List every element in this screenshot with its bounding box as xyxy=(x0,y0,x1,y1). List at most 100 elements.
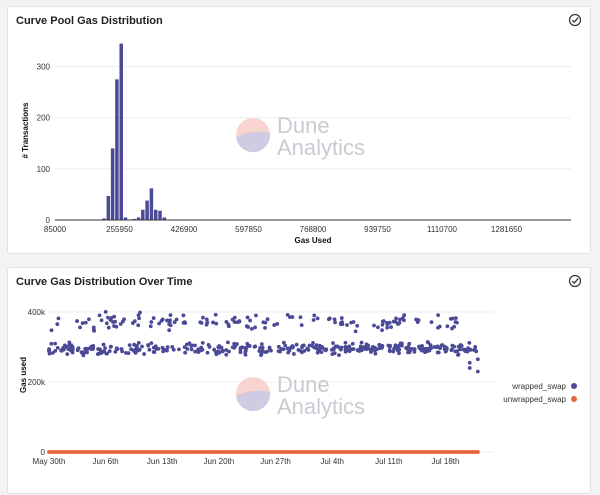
wrapped_swap-point xyxy=(407,350,412,355)
histogram-bar xyxy=(149,188,154,220)
histogram-bar xyxy=(115,79,119,220)
wrapped_swap-point xyxy=(394,346,399,351)
wrapped_swap-point xyxy=(147,347,152,352)
wrapped_swap-point xyxy=(444,346,449,351)
x-axis-label: Gas Used xyxy=(295,236,332,245)
wrapped_swap-point xyxy=(214,321,219,326)
wrapped_swap-point xyxy=(246,344,250,349)
wrapped_swap-point xyxy=(314,346,318,350)
check-circle-icon[interactable] xyxy=(568,13,582,27)
wrapped_swap-point xyxy=(397,351,401,356)
wrapped_swap-point xyxy=(393,320,398,324)
wrapped_swap-point xyxy=(436,313,441,318)
y-tick-label: 300 xyxy=(37,63,51,72)
wrapped_swap-point xyxy=(435,350,440,355)
wrapped_swap-point xyxy=(272,323,277,327)
wrapped_swap-point xyxy=(142,352,146,356)
wrapped_swap-point xyxy=(305,346,310,351)
wrapped_swap-point xyxy=(331,347,336,352)
x-tick-label: 597850 xyxy=(235,225,262,234)
wrapped_swap-point xyxy=(61,347,66,352)
wrapped_swap-point xyxy=(113,349,118,354)
wrapped_swap-point xyxy=(365,345,370,350)
wrapped_swap-point xyxy=(337,353,341,358)
wrapped_swap-point xyxy=(78,325,82,330)
wrapped_swap-point xyxy=(62,343,67,348)
wrapped_swap-point xyxy=(393,343,398,348)
legend-label: wrapped_swap xyxy=(511,382,566,391)
histogram-bar xyxy=(119,43,123,220)
wrapped_swap-point xyxy=(201,315,205,320)
wrapped_swap-point xyxy=(307,343,312,348)
wrapped_swap-point xyxy=(285,346,290,351)
wrapped_swap-point xyxy=(146,343,151,348)
wrapped_swap-point xyxy=(398,317,402,322)
check-circle-icon[interactable] xyxy=(568,274,582,288)
wrapped_swap-point xyxy=(200,340,205,345)
wrapped_swap-point xyxy=(450,326,454,331)
wrapped_swap-point xyxy=(330,352,335,357)
chart-title: Curve Gas Distribution Over Time xyxy=(16,276,193,288)
wrapped_swap-point xyxy=(127,343,132,347)
wrapped_swap-point xyxy=(417,344,421,349)
wrapped_swap-point xyxy=(428,343,433,348)
wrapped_swap-point xyxy=(419,347,424,352)
wrapped_swap-point xyxy=(322,347,327,352)
wrapped_swap-point xyxy=(238,350,243,355)
wrapped_swap-point xyxy=(253,325,257,330)
legend-label: unwrapped_swap xyxy=(503,395,566,404)
wrapped_swap-point xyxy=(331,341,335,346)
wrapped_swap-point xyxy=(49,341,54,346)
wrapped_swap-point xyxy=(99,318,104,323)
chart-title: Curve Pool Gas Distribution xyxy=(16,15,163,27)
wrapped_swap-point xyxy=(181,313,186,318)
wrapped_swap-point xyxy=(172,320,177,325)
wrapped_swap-point xyxy=(252,344,257,349)
wrapped_swap-point xyxy=(275,321,280,326)
wrapped_swap-point xyxy=(103,346,107,351)
wrapped_swap-point xyxy=(381,319,386,323)
wrapped_swap-point xyxy=(214,352,219,357)
wrapped_swap-point xyxy=(425,340,430,344)
gas-distribution-panel: Curve Pool Gas Distribution 0 100 200 300 Du… xyxy=(7,6,591,254)
wrapped_swap-point xyxy=(108,318,113,322)
wrapped_swap-point xyxy=(335,344,340,349)
wrapped_swap-point xyxy=(472,348,476,352)
wrapped_swap-point xyxy=(97,313,102,318)
wrapped_swap-point xyxy=(193,349,198,354)
wrapped_swap-point xyxy=(343,340,348,345)
wrapped_swap-point xyxy=(332,317,337,322)
wrapped_swap-point xyxy=(225,340,230,345)
x-tick-label: Jul 18th xyxy=(431,457,459,466)
wrapped_swap-point xyxy=(402,313,407,318)
wrapped_swap-point xyxy=(311,318,316,322)
wrapped_swap-point xyxy=(315,350,320,355)
wrapped_swap-point xyxy=(65,352,70,357)
wrapped_swap-point xyxy=(104,321,109,326)
wrapped_swap-point xyxy=(212,347,217,352)
x-tick-label: Jun 6th xyxy=(93,457,119,466)
x-tick-label: 426900 xyxy=(171,225,198,234)
wrapped_swap-point xyxy=(47,349,51,353)
wrapped_swap-point xyxy=(448,316,453,321)
legend-marker xyxy=(571,383,577,389)
wrapped_swap-point xyxy=(467,366,472,370)
wrapped_swap-point xyxy=(151,316,156,320)
histogram-bar xyxy=(153,209,158,220)
wrapped_swap-point xyxy=(458,343,463,348)
wrapped_swap-point xyxy=(56,316,61,321)
wrapped_swap-point xyxy=(118,322,123,326)
y-axis-label: Gas used xyxy=(19,357,28,393)
wrapped_swap-point xyxy=(134,343,139,348)
x-tick-label: 1110700 xyxy=(427,225,458,234)
wrapped_swap-point xyxy=(391,349,396,354)
x-tick-label: Jun 20th xyxy=(204,457,235,466)
wrapped_swap-point xyxy=(412,347,417,351)
gas-over-time-panel: Curve Gas Distribution Over Time 0 200k 40… xyxy=(7,267,591,494)
wrapped_swap-point xyxy=(404,346,409,350)
wrapped_swap-point xyxy=(119,347,124,351)
wrapped_swap-point xyxy=(466,347,471,352)
wrapped_swap-point xyxy=(167,328,172,333)
wrapped_swap-point xyxy=(157,321,162,326)
